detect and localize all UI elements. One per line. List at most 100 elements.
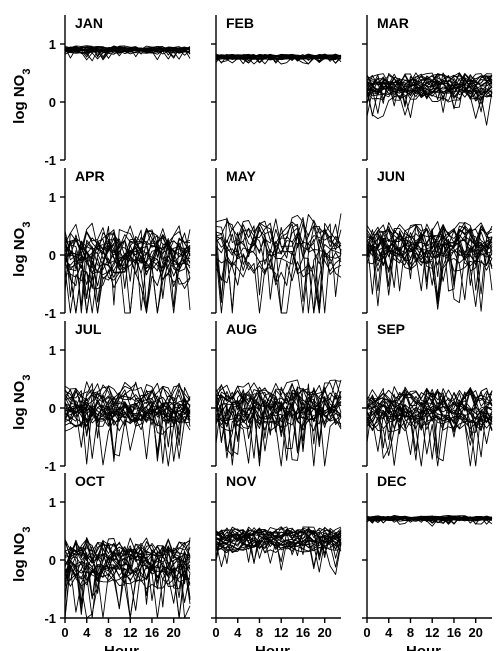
series-line [64,241,191,272]
series-line [366,234,493,282]
y-tick-label: -1 [44,153,56,168]
panel-jan: -1 0 1 log NO3 JAN [11,15,191,168]
series-line [64,248,191,314]
series-line [64,387,191,413]
x-tick-label: 8 [105,625,112,640]
series-line [64,555,191,610]
series-line [215,225,342,302]
panel-dec: 048 12 16 20 Hour DEC [362,473,493,651]
y-tick-label: -1 [44,306,56,321]
series-line [215,56,342,60]
series-line [215,242,342,314]
y-axis-label: log NO3 [11,222,33,277]
panel-title: DEC [377,473,407,489]
y-tick-label: 1 [49,343,56,358]
series-line [64,556,191,619]
series-line [366,515,493,520]
y-tick-label: -1 [44,611,56,626]
series-line [215,223,342,259]
x-tick-label: 12 [123,625,137,640]
y-tick-label: -1 [44,459,56,474]
x-tick-label: 0 [61,625,68,640]
panel-title: AUG [226,321,257,337]
y-tick-label: 1 [49,190,56,205]
y-tick-label: 0 [49,553,56,568]
panel-title: MAY [226,168,256,184]
series-line [366,228,493,287]
y-axis-label: log NO3 [11,69,33,124]
series-line [64,246,191,314]
x-tick-label: 20 [317,625,331,640]
series-line [64,225,191,306]
x-tick-label: 12 [425,625,439,640]
x-axis-label: Hour [104,643,139,651]
series-line [64,390,191,416]
x-tick-label: 4 [385,625,393,640]
series-line [215,406,342,453]
x-axis-label: Hour [255,643,290,651]
series-line [366,73,493,102]
series-line [64,538,191,586]
series-line [366,228,493,292]
series-line [215,399,342,425]
panel-title: APR [75,168,105,184]
series-line [366,403,493,462]
y-tick-label: 0 [49,401,56,416]
series-line [366,73,493,87]
x-tick-label: 8 [407,625,414,640]
series-line [366,228,493,292]
series-line [215,540,342,554]
series-line [64,401,191,465]
x-axis-label: Hour [406,643,441,651]
series-line [64,381,191,406]
y-axis-label: log NO3 [11,375,33,430]
x-tick-label: 0 [212,625,219,640]
series-line [366,387,493,409]
series-line [366,243,493,267]
series-line [215,526,342,540]
series-line [64,258,191,314]
series-line [215,379,342,445]
x-tick-label: 4 [234,625,242,640]
panel-title: OCT [75,473,105,489]
series-line [215,533,342,559]
panel-apr: -1 0 1 log NO3 APR [11,168,191,321]
series-line [366,399,493,421]
panel-aug: AUG [211,321,342,467]
x-tick-label: 20 [468,625,482,640]
series-line [64,566,191,619]
series-line [215,250,342,314]
series-line [215,248,342,314]
panel-title: FEB [226,15,254,31]
panel-sep: SEP [362,321,493,467]
series-line [215,222,342,300]
series-line [215,528,342,565]
panel-title: JUL [75,321,102,337]
series-line [366,230,493,295]
x-tick-label: 20 [166,625,180,640]
panel-nov: 048 12 16 20 Hour NOV [211,473,342,651]
series-line [215,535,342,571]
y-tick-label: 0 [49,248,56,263]
series-line [366,82,493,117]
series-line [366,403,493,458]
y-tick-label: 1 [49,495,56,510]
panel-title: JAN [75,15,103,31]
series-line [366,83,493,117]
series-line [215,401,342,466]
y-axis-label: log NO3 [11,527,33,582]
series-line [64,543,191,602]
panel-mar: MAR [362,15,493,161]
panel-jun: JUN [362,168,493,314]
series-line [64,548,191,604]
panel-title: SEP [377,321,405,337]
series-line [215,526,342,560]
panel-may: MAY [211,168,342,314]
series-line [215,537,342,551]
panel-title: NOV [226,473,257,489]
y-tick-label: 1 [49,37,56,52]
y-tick-label: 0 [49,95,56,110]
series-line [366,75,493,108]
